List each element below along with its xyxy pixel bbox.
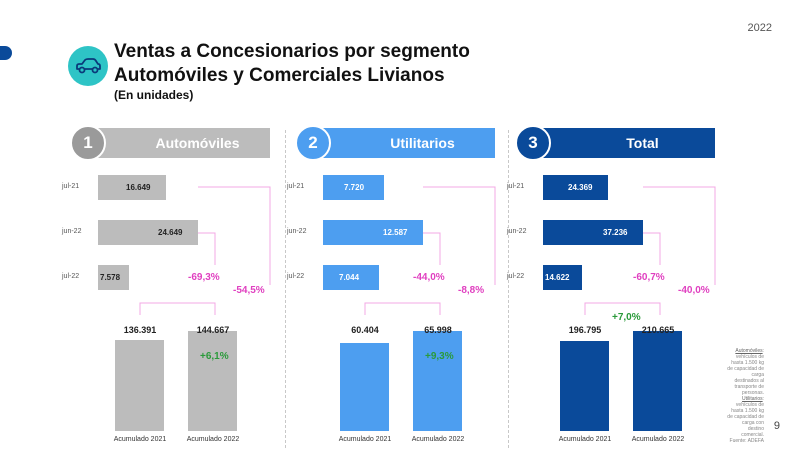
- month-bar: [98, 265, 129, 290]
- connector-line: [423, 232, 441, 265]
- accumulated-value: 65.998: [424, 325, 452, 335]
- footnote: Automóviles: vehículos de hasta 1.500 kg…: [726, 348, 764, 444]
- month-bar-value: 7.578: [100, 273, 121, 282]
- accumulated-bar: [340, 343, 389, 431]
- month-bar-value: 12.587: [383, 228, 408, 237]
- accumulated-bar: [413, 331, 462, 431]
- accumulated-label: Acumulado 2022: [631, 436, 685, 443]
- connector-line: [198, 186, 271, 285]
- title-line-2: Automóviles y Comerciales Livianos: [114, 65, 445, 86]
- car-icon: [68, 46, 108, 86]
- segment-header: Automóviles: [85, 128, 270, 158]
- change-vs-prev-month: -44,0%: [413, 272, 445, 283]
- slide-marker: [0, 46, 12, 60]
- month-bar: [98, 175, 166, 200]
- segment-number-badge: 3: [515, 125, 551, 161]
- separator: [508, 130, 509, 448]
- accumulated-value: 210.665: [641, 325, 675, 335]
- accumulated-value: 136.391: [123, 325, 157, 335]
- month-bar: [543, 175, 608, 200]
- connector-line: [584, 302, 661, 315]
- month-label: jul-22: [62, 273, 80, 280]
- change-vs-prev-month: -60,7%: [633, 272, 665, 283]
- report-year: 2022: [747, 22, 772, 34]
- segment-number-badge: 2: [295, 125, 331, 161]
- connector-line: [139, 302, 216, 315]
- segment-number-badge: 1: [70, 125, 106, 161]
- month-label: jul-22: [287, 273, 305, 280]
- title-line-1: Ventas a Concesionarios por segmento: [114, 41, 470, 62]
- connector-line: [423, 186, 496, 285]
- month-bar: [98, 220, 198, 245]
- month-label: jul-21: [287, 183, 305, 190]
- month-label: jun-22: [507, 228, 527, 235]
- accumulated-label: Acumulado 2021: [558, 436, 612, 443]
- month-bar-value: 24.369: [568, 183, 593, 192]
- accumulated-bar: [560, 341, 609, 431]
- chart-panel-auto: Automóviles 1 jul-21 16.649 jun-22 24.649 jul-…: [62, 125, 300, 445]
- connector-lines: [364, 186, 496, 315]
- footnote-util-term: Utilitarios: [742, 396, 763, 402]
- accumulated-value: 60.404: [351, 325, 379, 335]
- accumulated-change: +6,1%: [200, 351, 229, 362]
- connector-line: [643, 232, 661, 265]
- month-bar-value: 16.649: [126, 183, 151, 192]
- connector-line: [198, 232, 216, 265]
- footnote-auto-term: Automóviles: [735, 348, 763, 354]
- change-vs-prev-month: -69,3%: [188, 272, 220, 283]
- connector-lines: [139, 186, 271, 315]
- month-bar-value: 24.649: [158, 228, 183, 237]
- change-vs-prev-year: -40,0%: [678, 285, 710, 296]
- month-label: jul-21: [62, 183, 80, 190]
- month-label: jun-22: [62, 228, 82, 235]
- month-label: jul-22: [507, 273, 525, 280]
- accumulated-label: Acumulado 2022: [411, 436, 465, 443]
- page-subtitle: (En unidades): [114, 88, 194, 102]
- month-bar: [543, 265, 582, 290]
- month-bar-value: 7.720: [344, 183, 365, 192]
- separator: [285, 130, 286, 448]
- page-number: 9: [773, 420, 780, 432]
- change-vs-prev-year: -8,8%: [458, 285, 485, 296]
- footnote-source: Fuente: ADEFA: [729, 438, 764, 444]
- chart-panel-total: Total 3 jul-21 24.369 jun-22 37.236 jul-22 14.6…: [507, 125, 745, 445]
- change-vs-prev-year: -54,5%: [233, 285, 265, 296]
- segment-header: Total: [530, 128, 715, 158]
- month-bar: [543, 220, 643, 245]
- month-bar-value: 37.236: [603, 228, 628, 237]
- month-bar-value: 7.044: [339, 273, 360, 282]
- connector-line: [364, 302, 441, 315]
- accumulated-bar: [633, 331, 682, 431]
- month-label: jul-21: [507, 183, 525, 190]
- accumulated-change: +7,0%: [612, 312, 641, 323]
- month-bar: [323, 220, 423, 245]
- accumulated-bar: [115, 340, 164, 431]
- footnote-auto-text: : vehículos de hasta 1.500 kg de capacid…: [727, 348, 764, 396]
- accumulated-change: +9,3%: [425, 351, 454, 362]
- page-title: Ventas a Concesionarios por segmento Aut…: [114, 40, 574, 88]
- month-bar: [323, 175, 384, 200]
- accumulated-value: 196.795: [568, 325, 602, 335]
- month-label: jun-22: [287, 228, 307, 235]
- month-bar: [323, 265, 379, 290]
- accumulated-bar: [188, 331, 237, 431]
- connector-lines: [584, 186, 716, 315]
- month-bar-value: 14.622: [545, 273, 570, 282]
- chart-panel-util: Utilitarios 2 jul-21 7.720 jun-22 12.587 jul-2…: [287, 125, 525, 445]
- accumulated-label: Acumulado 2021: [113, 436, 167, 443]
- segment-header: Utilitarios: [310, 128, 495, 158]
- accumulated-label: Acumulado 2022: [186, 436, 240, 443]
- accumulated-value: 144.667: [196, 325, 230, 335]
- footnote-util-text: : vehículos de hasta 1.500 kg de capacid…: [727, 396, 764, 438]
- accumulated-label: Acumulado 2021: [338, 436, 392, 443]
- connector-line: [643, 186, 716, 285]
